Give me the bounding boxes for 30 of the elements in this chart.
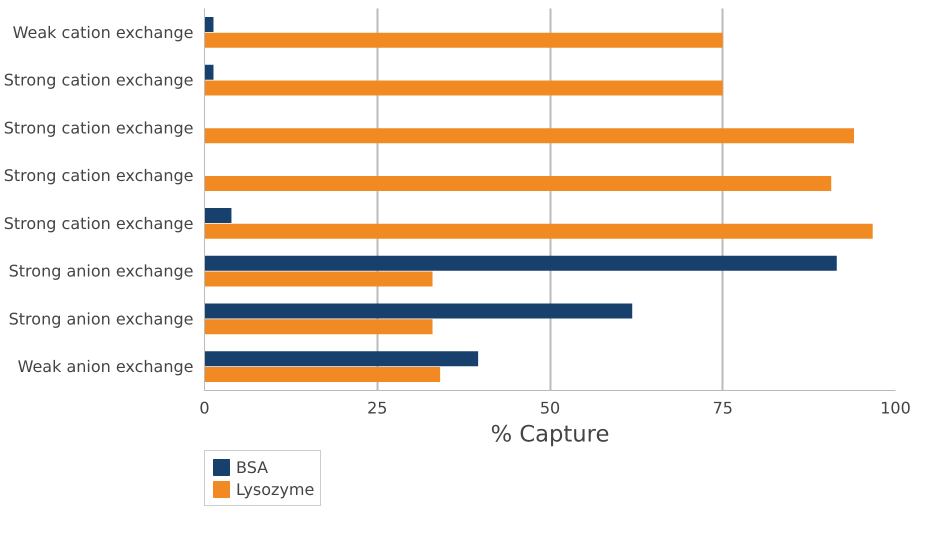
bar xyxy=(204,272,433,286)
x-tick-label: 100 xyxy=(880,398,911,418)
y-tick-label: Strong anion exchange xyxy=(8,309,194,328)
legend-label: BSA xyxy=(236,458,268,476)
bar xyxy=(204,64,214,80)
bar xyxy=(204,304,632,318)
bar xyxy=(204,17,214,32)
bar xyxy=(204,319,433,334)
bar xyxy=(204,128,854,144)
x-axis-title: % Capture xyxy=(490,422,610,448)
bar xyxy=(204,32,723,48)
x-tick-label: 25 xyxy=(367,398,388,418)
bar xyxy=(204,176,832,191)
y-tick-label: Strong cation exchange xyxy=(4,214,194,233)
y-tick-label: Weak cation exchange xyxy=(12,22,194,42)
bar xyxy=(204,367,440,382)
bar xyxy=(204,80,723,96)
bar xyxy=(204,224,873,239)
y-tick-label: Strong cation exchange xyxy=(4,118,194,138)
y-tick-label: Strong anion exchange xyxy=(8,262,194,281)
y-tick-label: Strong cation exchange xyxy=(4,166,194,186)
bar xyxy=(204,208,232,223)
y-tick-label: Weak anion exchange xyxy=(18,357,194,376)
y-tick-label: Strong cation exchange xyxy=(4,70,194,90)
x-tick-label: 50 xyxy=(540,398,560,418)
legend-label: Lysozyme xyxy=(236,480,314,498)
x-tick-label: 0 xyxy=(199,398,210,418)
bar xyxy=(204,351,478,366)
bar xyxy=(204,256,837,271)
x-tick-label: 75 xyxy=(712,398,733,418)
